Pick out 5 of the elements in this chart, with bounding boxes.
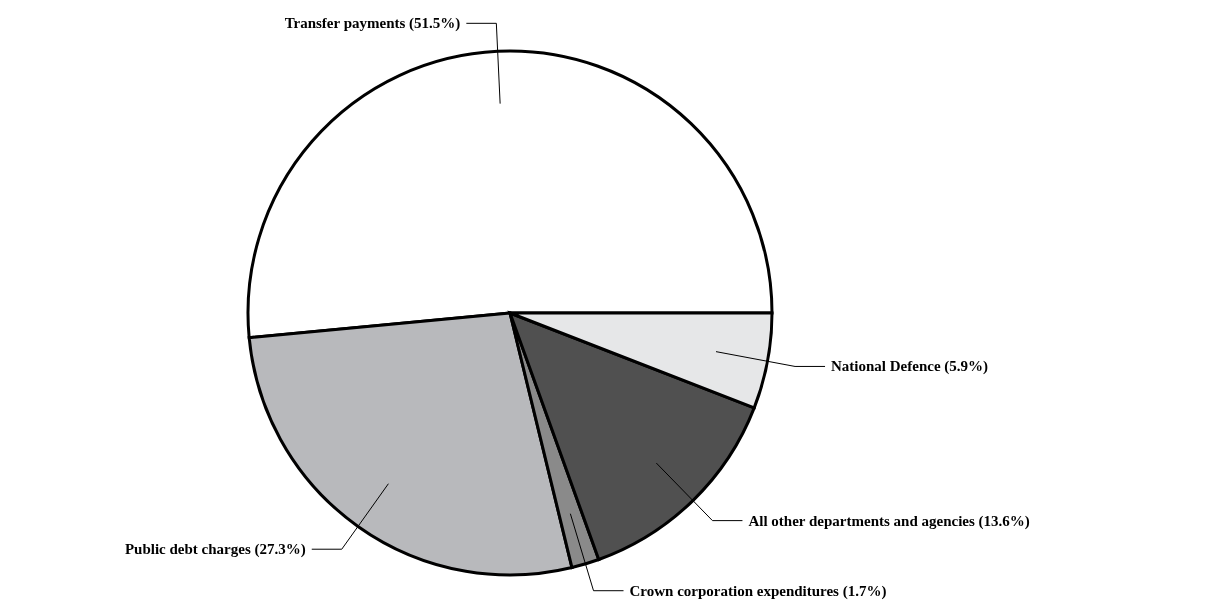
slice-label: Public debt charges (27.3%) xyxy=(124,541,306,559)
slice-label: Transfer payments (51.5%) xyxy=(284,15,461,33)
slice-label: Crown corporation expenditures (1.7%) xyxy=(629,582,887,600)
slice-label: National Defence (5.9%) xyxy=(831,358,989,376)
slice-label: All other departments and agencies (13.6%) xyxy=(748,512,1030,530)
